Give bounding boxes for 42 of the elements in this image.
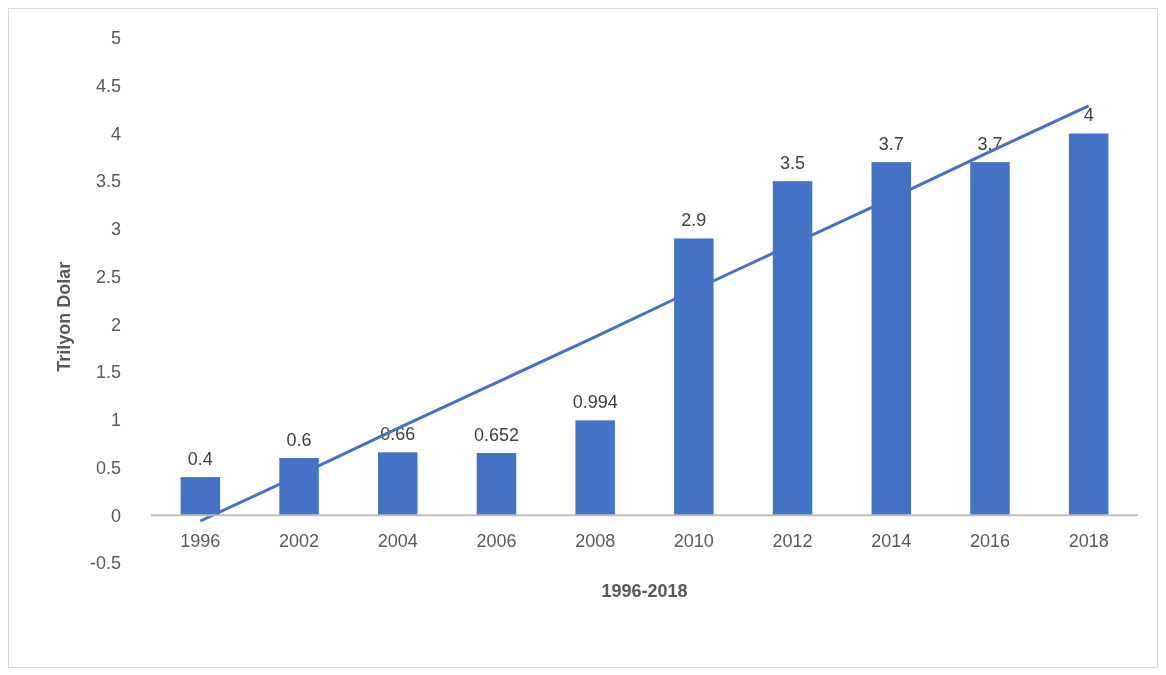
y-tick-label: 0.5 <box>95 457 121 478</box>
data-label: 0.994 <box>572 392 618 413</box>
y-axis-title: Trilyon Dolar <box>54 261 74 372</box>
data-label: 0.652 <box>473 425 519 446</box>
y-tick-label: 4 <box>110 123 121 144</box>
y-tick-label: 4.5 <box>95 76 121 97</box>
x-tick-label: 2002 <box>279 531 320 552</box>
data-label: 3.7 <box>977 134 1003 155</box>
x-tick-label: 2006 <box>476 531 517 552</box>
data-label: 4 <box>1083 105 1094 126</box>
y-tick-label: 0 <box>110 505 121 526</box>
x-tick-label: 1996 <box>180 531 221 552</box>
x-tick-label: 2012 <box>772 531 813 552</box>
x-tick-label: 2010 <box>673 531 714 552</box>
data-label: 0.6 <box>286 430 312 450</box>
bar <box>378 452 418 516</box>
data-label: 3.7 <box>878 134 904 155</box>
data-label: 2.9 <box>681 210 707 231</box>
y-tick-label: 3 <box>110 219 121 240</box>
bar <box>674 238 714 516</box>
data-label: 0.4 <box>187 449 213 470</box>
x-tick-label: 2008 <box>575 531 616 552</box>
y-tick-label: 1.5 <box>95 362 121 383</box>
x-tick-label: 2014 <box>871 531 912 552</box>
y-tick-label: 5 <box>110 28 121 49</box>
bar <box>772 181 813 516</box>
bar <box>871 162 911 516</box>
x-axis-title: 1996-2018 <box>601 581 688 602</box>
y-tick-label: 1 <box>110 410 121 431</box>
x-tick-label: 2018 <box>1068 531 1109 552</box>
y-tick-label: 3.5 <box>95 171 121 192</box>
y-tick-label: -0.5 <box>89 553 121 574</box>
bar <box>970 162 1010 516</box>
y-tick-label: 2 <box>110 314 121 335</box>
bar <box>1068 133 1109 516</box>
bar <box>476 453 517 516</box>
x-tick-label: 2016 <box>969 531 1010 552</box>
bar <box>279 458 319 516</box>
x-tick-label: 2004 <box>377 531 418 552</box>
y-tick-label: 2.5 <box>95 266 121 287</box>
data-label: 3.5 <box>780 153 806 174</box>
bar <box>575 420 615 516</box>
